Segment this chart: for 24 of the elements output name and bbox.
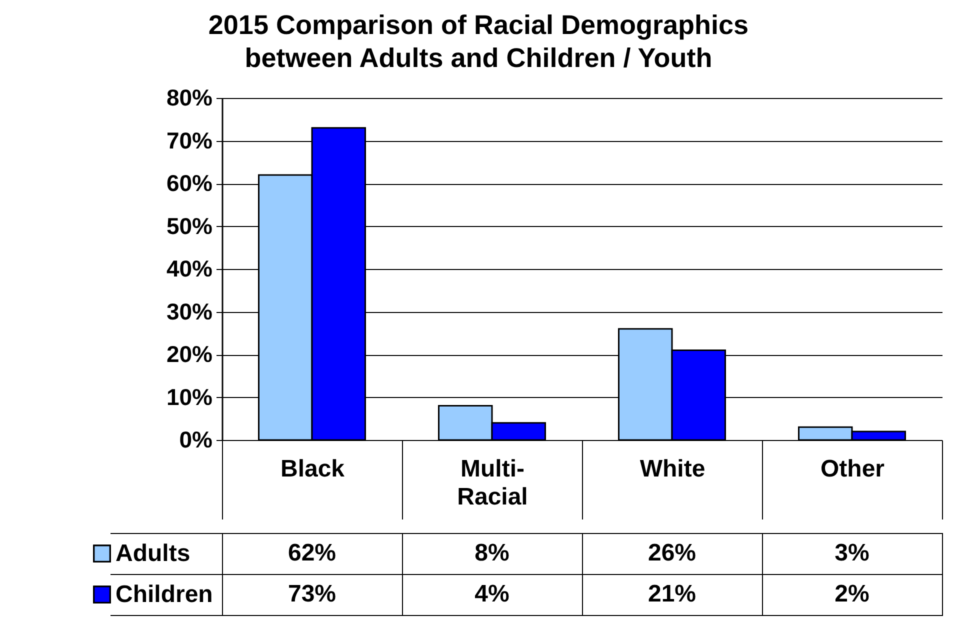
x-tick-label: Black: [280, 456, 346, 482]
x-tick-label: Multi-Racial: [457, 456, 528, 510]
y-tick-label: 20%: [166, 341, 212, 367]
data-label: 62%: [288, 540, 336, 566]
y-tick-label: 0%: [179, 426, 212, 452]
y-tick-label: 30%: [166, 298, 212, 324]
y-tick-label: 70%: [166, 127, 212, 154]
y-tick-label: 60%: [166, 170, 212, 196]
legend-label: Adults: [116, 540, 190, 567]
data-label: 26%: [648, 540, 696, 566]
data-label: 73%: [288, 580, 336, 608]
y-tick-label: 40%: [166, 256, 212, 282]
data-label: 4%: [474, 580, 510, 608]
y-tick-label: 80%: [166, 84, 212, 110]
x-tick-label: White: [640, 456, 706, 482]
data-label: 21%: [648, 580, 696, 608]
x-tick-label: Other: [820, 456, 885, 482]
y-tick-label: 50%: [166, 212, 212, 239]
data-label: 2%: [834, 580, 870, 608]
data-label: 3%: [834, 540, 870, 566]
y-tick-label: 10%: [166, 384, 212, 410]
data-label: 8%: [474, 540, 510, 566]
chart-title: 2015 Comparison of Racial Demographics between Adults and Children / Youth: [208, 10, 749, 73]
legend-label: Children: [116, 581, 213, 608]
